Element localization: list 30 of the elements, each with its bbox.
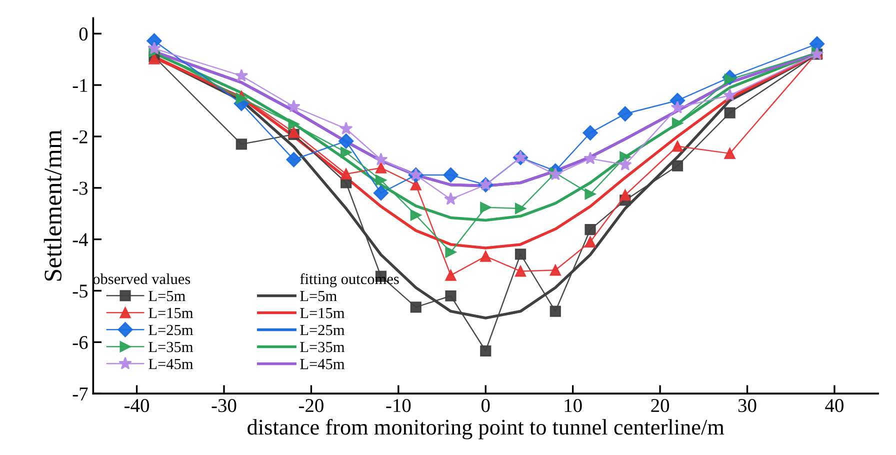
- y-tick-label: -6: [72, 336, 88, 350]
- legend-label: L=15m: [300, 308, 345, 318]
- legend-label: L=5m: [148, 291, 186, 302]
- y-tick-label: -3: [72, 182, 88, 195]
- x-tick-label: 0: [482, 399, 490, 412]
- y-tick-label: -2: [72, 130, 88, 144]
- y-tick-label: -7: [72, 388, 88, 400]
- x-tick-label: -30: [212, 399, 236, 412]
- legend-label: L=35m: [300, 342, 345, 352]
- x-tick-label: 10: [564, 399, 582, 412]
- x-tick-label: -20: [298, 399, 324, 412]
- legend-label: L=35m: [148, 342, 194, 352]
- x-tick-label: 40: [825, 399, 844, 412]
- x-tick-label: -10: [386, 399, 411, 412]
- x-axis-title: distance from monitoring point to tunnel centerline/m: [248, 418, 724, 440]
- y-tick-label: -4: [72, 233, 88, 246]
- legend-label: L=5m: [300, 291, 337, 302]
- x-tick-label: -40: [124, 399, 150, 412]
- legend-label: L=25m: [300, 324, 345, 336]
- x-tick-label: 20: [651, 399, 670, 412]
- annotation: observed values: [93, 273, 190, 284]
- legend-label: L=45m: [148, 358, 194, 370]
- legend-label: L=25m: [148, 324, 194, 336]
- y-tick-label: 0: [79, 27, 88, 41]
- y-tick-label: -1: [72, 78, 88, 92]
- y-axis-title: Settlement/mm: [44, 130, 62, 281]
- legend-label: L=45m: [300, 359, 345, 370]
- x-tick-label: 30: [738, 399, 756, 412]
- y-tick-label: -5: [72, 284, 88, 298]
- legend-label: L=15m: [148, 308, 194, 318]
